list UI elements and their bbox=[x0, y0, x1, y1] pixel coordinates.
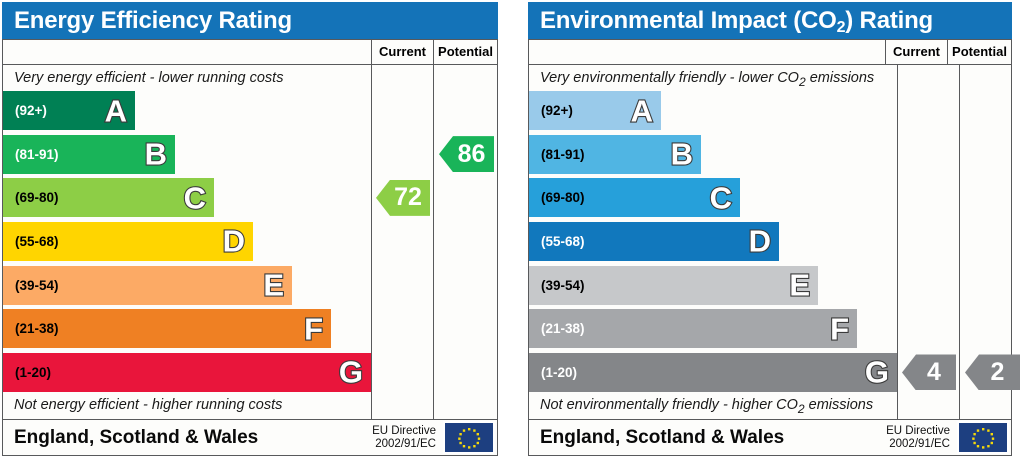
band-letter-label: G bbox=[864, 354, 890, 390]
band-letter-label: D bbox=[221, 223, 246, 259]
footer-region-label: England, Scotland & Wales bbox=[540, 426, 785, 448]
band-row: (39-54) E bbox=[3, 265, 292, 305]
band-list-energy: (92+) A (81-91) B (69-80) C bbox=[3, 91, 371, 392]
band-row: (55-68) D bbox=[529, 221, 779, 261]
band-range-label: (39-54) bbox=[15, 277, 59, 293]
column-header-row: Current Potential bbox=[3, 40, 497, 65]
caption-bottom-energy: Not energy efficient - higher running co… bbox=[14, 397, 283, 413]
title-prefix: Environmental Impact (CO bbox=[540, 7, 837, 34]
rating-table-environmental: Current Potential Very environmentally f… bbox=[528, 39, 1020, 420]
bands-column-environmental: Very environmentally friendly - lower CO… bbox=[529, 65, 897, 419]
band-letter-label: D bbox=[747, 223, 772, 259]
footer-directive: EU Directive 2002/91/EC bbox=[372, 425, 443, 451]
band-range-label: (81-91) bbox=[541, 146, 585, 162]
caption-prefix: Not environmentally friendly - higher CO bbox=[540, 397, 798, 413]
current-rating-badge: 4 bbox=[902, 354, 956, 391]
band-letter-label: E bbox=[262, 267, 285, 303]
band-letter-label: B bbox=[669, 136, 694, 172]
column-header-row: Current Potential bbox=[529, 40, 1011, 65]
band-row: (69-80) C bbox=[529, 178, 740, 218]
band-range-label: (39-54) bbox=[541, 277, 585, 293]
band-letter-label: F bbox=[303, 311, 324, 347]
band-row: (21-38) F bbox=[3, 309, 331, 349]
band-row: (92+) A bbox=[529, 91, 661, 130]
bands-column-energy: Very energy efficient - lower running co… bbox=[3, 65, 371, 419]
rating-body-energy: Very energy efficient - lower running co… bbox=[3, 65, 497, 419]
caption-subscript: 2 bbox=[797, 401, 805, 416]
header-spacer bbox=[529, 40, 885, 64]
band-range-label: (1-20) bbox=[15, 364, 52, 380]
environmental-impact-rating-chart: Environmental Impact (CO2) Rating Curren… bbox=[512, 0, 1024, 460]
chart-title-energy: Energy Efficiency Rating bbox=[2, 2, 498, 39]
band-range-label: (92+) bbox=[541, 103, 573, 118]
band-letter-label: G bbox=[338, 354, 364, 390]
band-row: (39-54) E bbox=[529, 265, 818, 305]
column-header-current: Current bbox=[885, 40, 947, 64]
eu-flag-icon bbox=[957, 421, 1009, 454]
band-range-label: (1-20) bbox=[541, 364, 578, 380]
footer-region-label: England, Scotland & Wales bbox=[14, 426, 259, 448]
eu-flag-icon bbox=[443, 421, 495, 454]
band-row: (81-91) B bbox=[529, 134, 701, 174]
current-rating-badge: 72 bbox=[376, 179, 430, 216]
column-header-potential: Potential bbox=[433, 40, 497, 64]
footer-energy: England, Scotland & Wales EU Directive 2… bbox=[2, 420, 498, 456]
band-row: (69-80) C bbox=[3, 178, 214, 218]
caption-bottom-environmental: Not environmentally friendly - higher CO… bbox=[529, 392, 897, 419]
band-range-label: (81-91) bbox=[15, 146, 59, 162]
band-range-label: (92+) bbox=[15, 103, 47, 118]
caption-top-environmental: Very environmentally friendly - lower CO… bbox=[529, 65, 897, 91]
title-suffix: ) Rating bbox=[845, 7, 934, 34]
column-header-potential: Potential bbox=[947, 40, 1011, 64]
rating-table-energy: Current Potential Very energy efficient … bbox=[2, 39, 498, 420]
band-range-label: (21-38) bbox=[15, 321, 59, 337]
directive-line-1: EU Directive bbox=[372, 424, 436, 437]
caption-suffix: emissions bbox=[804, 397, 874, 413]
chart-body: Environmental Impact (CO2) Rating Curren… bbox=[528, 2, 1020, 458]
chart-title-environmental: Environmental Impact (CO2) Rating bbox=[528, 2, 1012, 39]
band-row: (81-91) B bbox=[3, 134, 175, 174]
current-value-column-energy: 72 bbox=[371, 65, 433, 419]
band-range-label: (55-68) bbox=[541, 233, 585, 249]
footer-environmental: England, Scotland & Wales EU Directive 2… bbox=[528, 420, 1012, 456]
directive-line-2: 2002/91/EC bbox=[889, 437, 950, 450]
potential-value-column-energy: 86 bbox=[433, 65, 497, 419]
caption-top-energy: Very energy efficient - lower running co… bbox=[14, 70, 284, 86]
band-range-label: (21-38) bbox=[541, 321, 585, 337]
band-letter-label: B bbox=[143, 136, 168, 172]
caption-suffix: emissions bbox=[805, 70, 875, 86]
band-row: (1-20) G bbox=[529, 352, 897, 392]
directive-line-2: 2002/91/EC bbox=[375, 437, 436, 450]
column-header-current: Current bbox=[371, 40, 433, 64]
header-spacer bbox=[3, 40, 371, 64]
chart-body: Energy Efficiency Rating Current Potenti… bbox=[2, 2, 498, 458]
potential-value-column-environmental: 2 bbox=[959, 65, 1023, 419]
band-letter-label: E bbox=[788, 267, 811, 303]
band-letter-label: A bbox=[629, 93, 654, 128]
potential-rating-badge: 2 bbox=[965, 354, 1020, 391]
band-row: (55-68) D bbox=[3, 221, 253, 261]
band-range-label: (69-80) bbox=[15, 190, 59, 206]
band-range-label: (55-68) bbox=[15, 233, 59, 249]
rating-body-environmental: Very environmentally friendly - lower CO… bbox=[529, 65, 1020, 419]
potential-rating-badge: 86 bbox=[439, 136, 494, 173]
band-letter-label: F bbox=[829, 311, 850, 347]
current-value-column-environmental: 4 bbox=[897, 65, 959, 419]
band-list-environmental: (92+) A (81-91) B (69-80) C bbox=[529, 91, 897, 392]
band-row: (21-38) F bbox=[529, 309, 857, 349]
band-letter-label: C bbox=[708, 180, 733, 216]
caption-subscript: 2 bbox=[798, 74, 806, 89]
band-letter-label: C bbox=[182, 180, 207, 216]
footer-directive: EU Directive 2002/91/EC bbox=[886, 425, 957, 451]
band-letter-label: A bbox=[103, 93, 128, 128]
band-range-label: (69-80) bbox=[541, 190, 585, 206]
title-subscript: 2 bbox=[836, 19, 846, 36]
band-row: (1-20) G bbox=[3, 352, 371, 392]
energy-efficiency-rating-chart: Energy Efficiency Rating Current Potenti… bbox=[2, 2, 498, 458]
caption-prefix: Very environmentally friendly - lower CO bbox=[540, 70, 799, 86]
directive-line-1: EU Directive bbox=[886, 424, 950, 437]
band-row: (92+) A bbox=[3, 91, 135, 130]
